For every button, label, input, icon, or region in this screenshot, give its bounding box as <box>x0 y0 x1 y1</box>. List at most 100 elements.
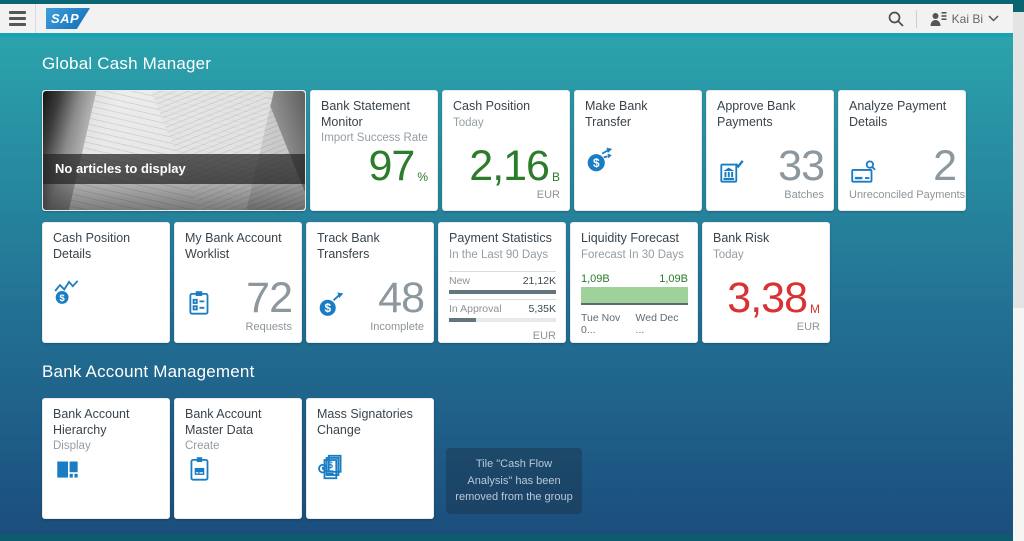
tile-subtitle: Today <box>713 248 744 261</box>
window-top-edge <box>0 0 1024 4</box>
track-transfers-icon: $ <box>319 292 344 316</box>
tile-title: Track Bank Transfers <box>317 231 380 261</box>
window-bottom-edge <box>0 534 1013 541</box>
kpi-unit: M <box>810 302 820 316</box>
svg-text:$: $ <box>324 302 331 315</box>
chart-row-new: New 21,12K <box>449 270 556 294</box>
kpi-value: 2,16 <box>469 142 550 191</box>
tile-title: Cash Position Details <box>53 231 131 261</box>
tile-title: Approve Bank Payments <box>717 99 796 129</box>
user-name: Kai Bi <box>951 11 983 26</box>
user-menu[interactable]: Kai Bi <box>917 4 1013 33</box>
tile-news-feed[interactable]: No articles to display <box>42 90 306 211</box>
tile-title: Bank Risk <box>713 231 770 245</box>
tile-title: Analyze Payment Details <box>849 99 947 129</box>
tile-title: My Bank Account Worklist <box>185 231 282 261</box>
news-message: No articles to display <box>43 154 305 184</box>
svg-text:$: $ <box>59 293 65 304</box>
chevron-down-icon <box>988 15 999 22</box>
tile-approve-bank-payments[interactable]: Approve Bank Payments 33 Batches <box>706 90 834 211</box>
user-contact-icon <box>930 11 947 26</box>
tile-footer <box>321 189 428 204</box>
analyze-payment-icon <box>851 160 876 183</box>
tile-analyze-payment-details[interactable]: Analyze Payment Details 2 Unreconciled P… <box>838 90 966 211</box>
tile-mass-signatories-change[interactable]: Mass Signatories Change $ <box>306 398 434 519</box>
currency-label: EUR <box>796 321 820 333</box>
tile-title: Bank Account Master Data <box>185 407 262 437</box>
group-title-global-cash-manager: Global Cash Manager <box>42 54 212 73</box>
kpi-value: 72 <box>246 274 293 323</box>
sap-logo: SAP <box>46 8 90 29</box>
header-accent-line <box>0 33 1013 37</box>
right-strip-lower <box>1013 308 1024 541</box>
search-icon <box>888 11 904 27</box>
tile-subtitle: Forecast In 30 Days <box>581 248 684 261</box>
currency-label: EUR <box>532 329 556 342</box>
tile-make-bank-transfer[interactable]: Make Bank Transfer $ <box>574 90 702 211</box>
forecast-date-labels: Tue Nov 0... Wed Dec ... <box>581 312 679 336</box>
tile-subtitle: Import Success Rate <box>321 132 428 145</box>
master-data-icon <box>190 457 209 481</box>
tile-subtitle: In the Last 90 Days <box>449 248 549 261</box>
forecast-values: 1,09B 1,09B <box>581 272 688 285</box>
tile-bank-risk[interactable]: Bank Risk Today 3,38 M EUR <box>702 222 830 343</box>
tile-bank-account-master-data[interactable]: Bank Account Master Data Create <box>174 398 302 519</box>
hierarchy-icon <box>57 461 78 478</box>
bar-new <box>449 289 556 294</box>
tile-title: Mass Signatories Change <box>317 407 413 437</box>
tile-title: Liquidity Forecast <box>581 231 679 245</box>
header-divider <box>915 9 917 28</box>
search-button[interactable] <box>876 4 916 33</box>
menu-button[interactable] <box>0 4 36 33</box>
tile-subtitle: Today <box>453 116 484 129</box>
kpi-footer-label: Incomplete <box>370 321 424 333</box>
window-corner <box>1013 0 1024 12</box>
news-photo: No articles to display <box>43 91 305 210</box>
kpi-value: 3,38 <box>727 274 808 323</box>
kpi-unit: % <box>417 170 428 184</box>
kpi-value: 2 <box>933 142 957 191</box>
kpi-footer-label: Unreconciled Payments <box>849 189 966 201</box>
tile-cash-position-details[interactable]: Cash Position Details $ <box>42 222 170 343</box>
tile-title: Bank Statement Monitor <box>321 99 410 129</box>
launchpad-canvas: Global Cash Manager No articles to displ… <box>0 37 1013 534</box>
tile-cash-position[interactable]: Cash Position Today 2,16 B EUR <box>442 90 570 211</box>
svg-text:$: $ <box>593 157 600 170</box>
right-strip <box>1013 12 1024 308</box>
tile-my-bank-account-worklist[interactable]: My Bank Account Worklist 72 Requests <box>174 222 302 343</box>
approve-payments-icon <box>720 160 744 183</box>
worklist-icon <box>189 291 209 315</box>
kpi-footer-label: Requests <box>245 321 292 333</box>
tile-row-1: No articles to display Bank Statement Mo… <box>42 90 966 211</box>
tile-payment-statistics[interactable]: Payment Statistics In the Last 90 Days N… <box>438 222 566 343</box>
tile-liquidity-forecast[interactable]: Liquidity Forecast Forecast In 30 Days 1… <box>570 222 698 343</box>
tile-bank-account-hierarchy[interactable]: Bank Account Hierarchy Display <box>42 398 170 519</box>
tile-row-3: Bank Account Hierarchy Display Bank Acco… <box>42 398 434 519</box>
kpi-value: 48 <box>378 274 425 323</box>
tile-bank-statement-monitor[interactable]: Bank Statement Monitor Import Success Ra… <box>310 90 438 211</box>
tile-subtitle: Create <box>185 440 220 453</box>
tile-row-2: Cash Position Details $ My Bank Account … <box>42 222 830 343</box>
currency-label: EUR <box>536 189 560 201</box>
chart-row-in-approval: In Approval 5,35K <box>449 298 556 322</box>
tile-title: Make Bank Transfer <box>585 99 648 129</box>
group-title-bank-account-management: Bank Account Management <box>42 362 255 381</box>
shell-header: SAP Kai Bi <box>0 4 1013 33</box>
bar-in-approval <box>449 317 476 322</box>
make-transfer-icon: $ <box>587 147 613 172</box>
tile-title: Payment Statistics <box>449 231 552 245</box>
toast-message: Tile "Cash Flow Analysis" has been remov… <box>446 448 582 514</box>
tile-title: Cash Position <box>453 99 531 113</box>
kpi-value: 97 <box>368 142 415 191</box>
area-micro-chart <box>581 286 688 305</box>
comparison-micro-chart: New 21,12K In Approval 5,35K <box>449 270 556 327</box>
svg-text:$: $ <box>328 460 333 470</box>
kpi-value: 33 <box>778 142 825 191</box>
tile-title: Bank Account Hierarchy <box>53 407 130 437</box>
kpi-unit: B <box>551 170 560 184</box>
tile-subtitle: Display <box>53 440 91 453</box>
tile-track-bank-transfers[interactable]: Track Bank Transfers $ 48 Incomplete <box>306 222 434 343</box>
header-actions: Kai Bi <box>876 4 1013 33</box>
cash-position-details-icon: $ <box>54 280 79 304</box>
